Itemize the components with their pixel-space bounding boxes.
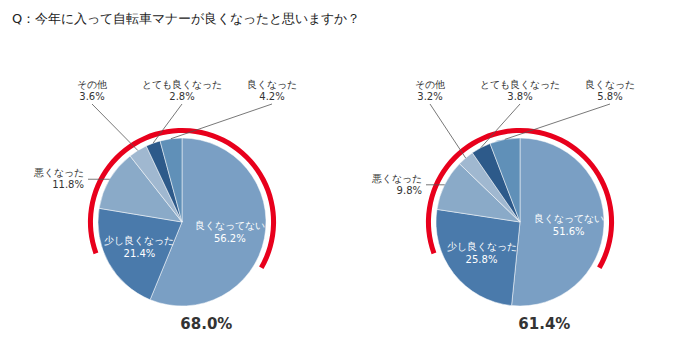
svg-text:少し良くなった25.8%: 少し良くなった25.8% bbox=[447, 241, 517, 265]
svg-text:良くなった4.2%: 良くなった4.2% bbox=[247, 79, 297, 102]
html-text:Q：今年に入って自転車マナーが良くなったと思いますか？: Q：今年に入って自転車マナーが良くなったと思いますか？ bbox=[12, 11, 361, 26]
svg-text:良くなってない51.6%: 良くなってない51.6% bbox=[534, 213, 604, 237]
svg-text:悪くなった11.8%: 悪くなった11.8% bbox=[33, 167, 84, 190]
svg-text:とても良くなった3.8%: とても良くなった3.8% bbox=[480, 79, 560, 102]
svg-text:その他3.2%: その他3.2% bbox=[415, 79, 445, 102]
svg-text:その他3.6%: その他3.6% bbox=[77, 79, 107, 102]
html-text:68.0%: 68.0% bbox=[180, 314, 233, 333]
svg-text:少し良くなった21.4%: 少し良くなった21.4% bbox=[104, 235, 174, 259]
svg-text:悪くなった9.8%: 悪くなった9.8% bbox=[371, 173, 422, 196]
svg-text:良くなった5.8%: 良くなった5.8% bbox=[585, 79, 635, 102]
svg-text:とても良くなった2.8%: とても良くなった2.8% bbox=[142, 79, 222, 102]
svg-text:良くなってない56.2%: 良くなってない56.2% bbox=[195, 220, 265, 244]
html-text:61.4%: 61.4% bbox=[518, 314, 571, 333]
